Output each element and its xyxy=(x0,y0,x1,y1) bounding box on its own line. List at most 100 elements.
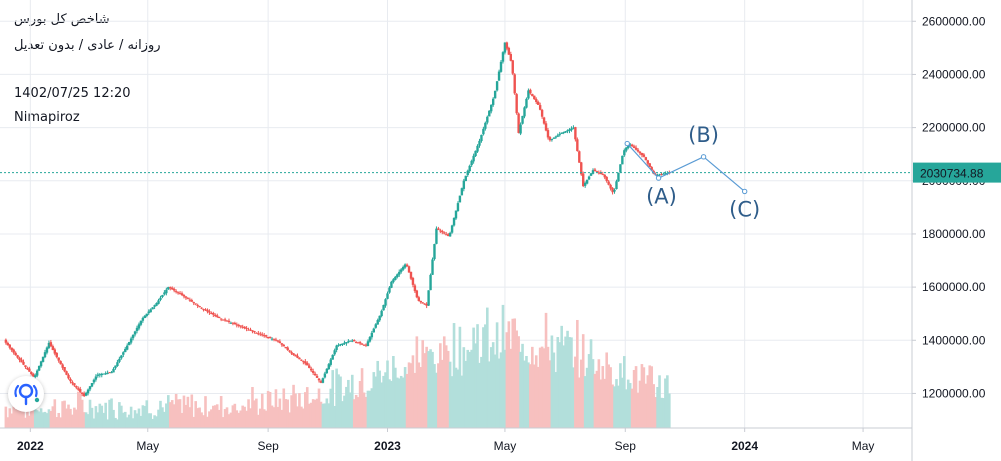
volume-bar xyxy=(566,330,569,428)
volume-bar xyxy=(172,404,176,428)
candle-body xyxy=(535,99,538,102)
time-tick-label: May xyxy=(494,439,517,453)
volume-bar xyxy=(431,351,434,428)
candle-body xyxy=(259,333,262,335)
volume-bar xyxy=(92,418,96,428)
volume-bar xyxy=(53,399,57,428)
candle-body xyxy=(366,341,370,346)
volume-bar xyxy=(562,345,565,428)
volume-bar xyxy=(429,349,432,428)
candle-body xyxy=(660,174,663,176)
candle-body xyxy=(490,104,493,112)
candle-body xyxy=(102,373,105,375)
candle-body xyxy=(515,94,518,114)
volume-bar xyxy=(499,352,503,428)
candle-body xyxy=(231,322,235,324)
volume-bar xyxy=(468,351,471,428)
volume-bar xyxy=(321,403,325,428)
candle-body xyxy=(126,345,129,350)
volume-bar xyxy=(462,347,466,428)
candle-body xyxy=(380,310,383,317)
candle-body xyxy=(96,374,100,376)
candle-body xyxy=(98,374,102,376)
volume-bar xyxy=(666,375,669,428)
volume-bar xyxy=(37,411,41,428)
candle-body xyxy=(333,350,336,355)
candle-body xyxy=(650,167,653,171)
candle-body xyxy=(239,325,242,327)
volume-bar xyxy=(262,409,266,428)
candle-body xyxy=(6,342,10,346)
volume-bar xyxy=(448,361,452,428)
candle-body xyxy=(120,355,123,359)
candle-body xyxy=(255,332,258,334)
candle-body xyxy=(149,309,152,313)
tradingview-logo-icon[interactable] xyxy=(8,376,44,412)
candle-body xyxy=(47,342,51,348)
candle-body xyxy=(405,264,409,267)
volume-bar xyxy=(415,336,419,428)
volume-bar xyxy=(452,323,456,428)
volume-bar xyxy=(237,412,241,428)
candle-body xyxy=(122,352,125,355)
candle-body xyxy=(566,130,569,132)
volume-bar xyxy=(644,383,648,428)
volume-bar xyxy=(229,412,233,428)
volume-bar xyxy=(478,362,481,428)
volume-bar xyxy=(450,376,454,428)
candle-body xyxy=(153,305,156,307)
volume-bar xyxy=(67,404,70,428)
candle-body xyxy=(640,152,644,156)
volume-bar xyxy=(534,355,538,428)
volume-bar xyxy=(386,360,389,428)
volume-bar xyxy=(511,318,515,428)
volume-bar xyxy=(601,366,605,428)
candle-body xyxy=(276,340,280,342)
candle-body xyxy=(327,364,330,370)
candle-body xyxy=(580,162,583,175)
volume-bar xyxy=(399,375,403,428)
wave-label-a: (A) xyxy=(646,184,677,208)
volume-bar xyxy=(638,380,642,428)
wave-pattern[interactable]: (A) (B) (C) xyxy=(624,123,760,222)
candle-body xyxy=(464,175,467,182)
candle-body xyxy=(423,303,426,305)
candle-body xyxy=(325,368,329,374)
candle-body xyxy=(550,139,554,141)
candle-body xyxy=(247,329,250,331)
volume-bar xyxy=(284,399,288,428)
volume-bar xyxy=(341,401,344,428)
price-tick-label: 2200000.00 xyxy=(922,121,986,135)
volume-bar xyxy=(163,411,166,428)
candle-body xyxy=(507,47,511,55)
volume-bar xyxy=(12,406,15,428)
candle-body xyxy=(69,378,72,382)
volume-bar xyxy=(223,409,227,428)
candle-body xyxy=(617,172,620,182)
volume-bar xyxy=(597,359,601,428)
candle-body xyxy=(229,322,233,324)
volume-bar xyxy=(552,352,556,428)
candle-body xyxy=(192,302,195,304)
wave-point xyxy=(624,140,630,147)
volume-bar xyxy=(454,367,458,428)
candle-body xyxy=(288,350,291,352)
candle-body xyxy=(227,320,231,323)
candle-body xyxy=(552,137,556,139)
volume-bar xyxy=(329,388,333,428)
volume-bar xyxy=(435,372,438,428)
candle-body xyxy=(225,320,229,322)
candle-body xyxy=(419,300,422,303)
candle-body xyxy=(151,307,154,310)
volume-bar xyxy=(118,402,121,428)
candle-body xyxy=(212,312,215,315)
volume-bar xyxy=(364,396,368,428)
candle-body xyxy=(531,93,534,97)
volume-bar xyxy=(360,368,364,428)
candle-body xyxy=(178,293,182,295)
volume-bar xyxy=(315,398,319,428)
candle-body xyxy=(345,342,348,344)
volume-bar xyxy=(605,352,608,428)
candle-body xyxy=(249,329,252,331)
